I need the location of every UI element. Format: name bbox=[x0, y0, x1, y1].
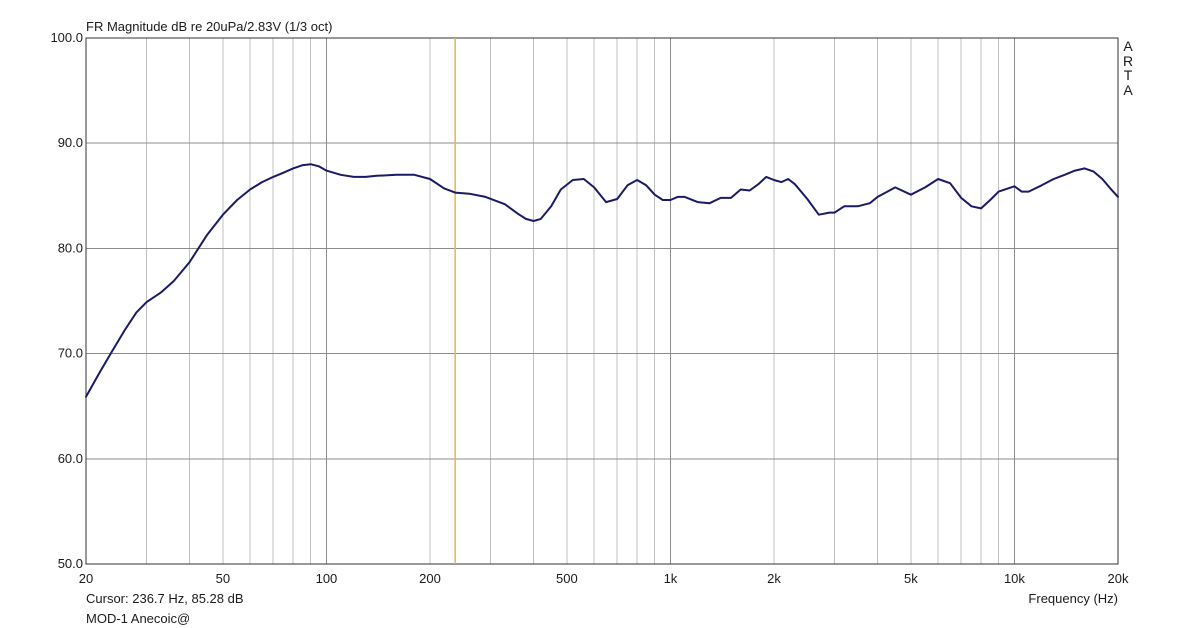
y-tick-label: 100.0 bbox=[50, 30, 83, 45]
x-tick-label: 1k bbox=[664, 571, 678, 586]
measurement-name: MOD-1 Anecoic@ bbox=[86, 611, 191, 626]
y-tick-label: 80.0 bbox=[58, 240, 83, 255]
x-axis-label: Frequency (Hz) bbox=[1028, 591, 1118, 606]
y-tick-label: 50.0 bbox=[58, 556, 83, 571]
logo-letter: T bbox=[1123, 67, 1133, 83]
x-tick-label: 10k bbox=[1004, 571, 1025, 586]
x-tick-label: 200 bbox=[419, 571, 441, 586]
axes bbox=[85, 37, 1119, 565]
x-tick-label: 20 bbox=[79, 571, 93, 586]
y-tick-label: 60.0 bbox=[58, 451, 83, 466]
logo-letter: R bbox=[1122, 52, 1134, 69]
grid bbox=[85, 37, 1119, 565]
x-tick-label: 50 bbox=[216, 571, 230, 586]
x-tick-label: 100 bbox=[316, 571, 338, 586]
cursor-readout: Cursor: 236.7 Hz, 85.28 dB bbox=[86, 591, 244, 606]
series-layer bbox=[85, 163, 1119, 398]
logo-letter: A bbox=[1123, 81, 1133, 98]
arta-logo: A R T A bbox=[1122, 39, 1134, 97]
chart-title: FR Magnitude dB re 20uPa/2.83V (1/3 oct) bbox=[86, 19, 333, 34]
logo-letter: A bbox=[1123, 38, 1133, 54]
x-tick-label: 2k bbox=[767, 571, 781, 586]
x-tick-label: 20k bbox=[1108, 571, 1129, 586]
plot-frame bbox=[85, 37, 1119, 565]
y-tick-label: 70.0 bbox=[58, 346, 83, 361]
series-line bbox=[85, 163, 1119, 398]
x-tick-label: 500 bbox=[556, 571, 578, 586]
tick-labels: 50.0 60.0 70.0 80.0 90.0 100.0 20 50 100 200 500 1k… bbox=[50, 30, 1129, 586]
y-tick-label: 90.0 bbox=[58, 135, 83, 150]
x-tick-label: 5k bbox=[904, 571, 918, 586]
